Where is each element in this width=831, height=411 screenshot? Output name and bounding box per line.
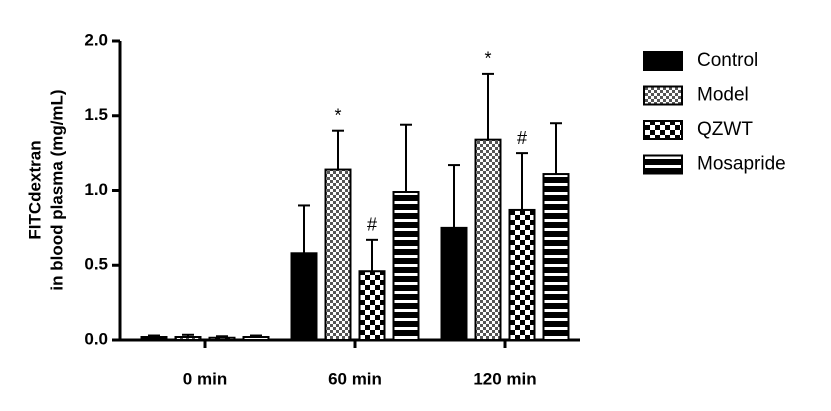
annotation: # [367, 215, 377, 235]
y-axis-title: FITCdextran in blood plasma (mg/mL) [25, 89, 66, 290]
x-tick-label: 120 min [473, 369, 536, 388]
y-tick-label: 1.0 [84, 180, 108, 199]
x-tick-label: 0 min [183, 369, 227, 388]
bar [174, 336, 202, 342]
legend-swatch [643, 85, 683, 106]
bar [324, 168, 352, 341]
y-tick-label: 0.5 [84, 255, 108, 274]
bar [474, 138, 502, 341]
annotation: * [484, 49, 491, 69]
bar [508, 208, 536, 341]
bar [242, 336, 270, 342]
annotation: # [517, 128, 527, 148]
y-tick-label: 1.5 [84, 105, 108, 124]
legend-label: Control [697, 50, 758, 71]
legend-label: Mosapride [697, 154, 786, 175]
legend-label: QZWT [697, 119, 753, 140]
bar [140, 336, 168, 342]
y-axis-title-line: FITCdextran [25, 140, 44, 239]
annotation: * [334, 105, 341, 125]
y-tick-label: 0.0 [84, 329, 108, 348]
legend-swatch [643, 154, 683, 175]
y-axis-title-line: in blood plasma (mg/mL) [47, 89, 66, 290]
legend-swatch [643, 51, 683, 71]
bar [542, 173, 570, 341]
bar [440, 226, 468, 341]
legend-label: Model [697, 85, 749, 106]
bar [208, 336, 236, 342]
bar [392, 190, 420, 341]
y-tick-label: 2.0 [84, 30, 108, 49]
bar [358, 270, 386, 342]
x-tick-label: 60 min [328, 369, 382, 388]
legend-swatch [643, 120, 683, 140]
bar [290, 252, 318, 341]
